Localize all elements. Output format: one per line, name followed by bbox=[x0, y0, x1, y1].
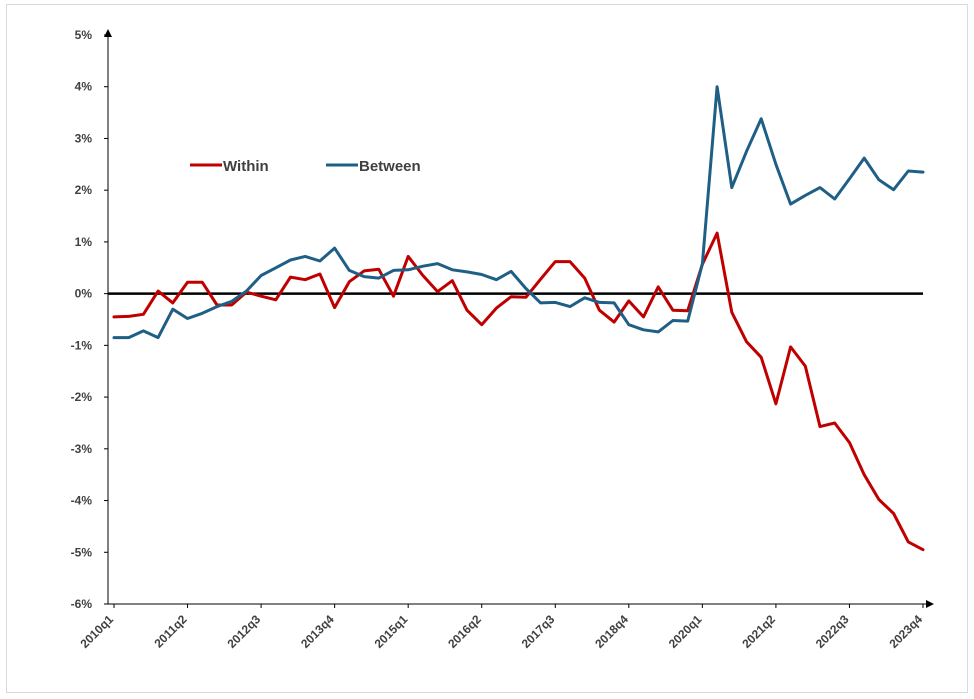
y-tick-label: 1% bbox=[75, 235, 93, 249]
x-axis-ticks: 2010q1 2011q2 2012q3 2013q4 2015q1 2016q2 2017… bbox=[77, 604, 925, 651]
y-tick-label: -4% bbox=[71, 494, 93, 508]
series-line-between bbox=[112, 85, 925, 340]
legend: Within Between bbox=[190, 158, 421, 175]
x-tick-label: 2010q1 bbox=[77, 612, 116, 651]
y-tick-label: 0% bbox=[75, 287, 93, 301]
x-tick-label: 2021q2 bbox=[739, 612, 778, 651]
x-tick-label: 2022q3 bbox=[813, 612, 852, 651]
chart-frame bbox=[6, 4, 968, 693]
y-tick-label: -1% bbox=[71, 338, 93, 352]
y-tick-label: -3% bbox=[71, 442, 93, 456]
legend-label-between: Between bbox=[359, 158, 421, 175]
y-tick-label: 3% bbox=[75, 131, 93, 145]
y-axis-ticks: 5% 4% 3% 2% 1% 0% -1% -2% -3% -4% -5% -6% bbox=[71, 28, 108, 611]
y-tick-label: -5% bbox=[71, 545, 93, 559]
legend-label-within: Within bbox=[223, 158, 269, 175]
series-lines bbox=[112, 85, 925, 552]
x-tick-label: 2018q4 bbox=[592, 612, 631, 651]
y-tick-label: -6% bbox=[71, 597, 93, 611]
x-tick-label: 2023q4 bbox=[886, 612, 925, 651]
series-line-within bbox=[112, 231, 925, 552]
y-tick-label: 4% bbox=[75, 80, 93, 94]
x-tick-label: 2015q1 bbox=[372, 612, 411, 651]
y-tick-label: 2% bbox=[75, 183, 93, 197]
y-tick-label: 5% bbox=[75, 28, 93, 42]
x-tick-label: 2012q3 bbox=[225, 612, 264, 651]
x-tick-label: 2016q2 bbox=[445, 612, 484, 651]
x-tick-label: 2020q1 bbox=[666, 612, 705, 651]
x-tick-label: 2013q4 bbox=[298, 612, 337, 651]
x-tick-label: 2017q3 bbox=[519, 612, 558, 651]
x-tick-label: 2011q2 bbox=[151, 612, 189, 650]
y-tick-label: -2% bbox=[71, 390, 93, 404]
